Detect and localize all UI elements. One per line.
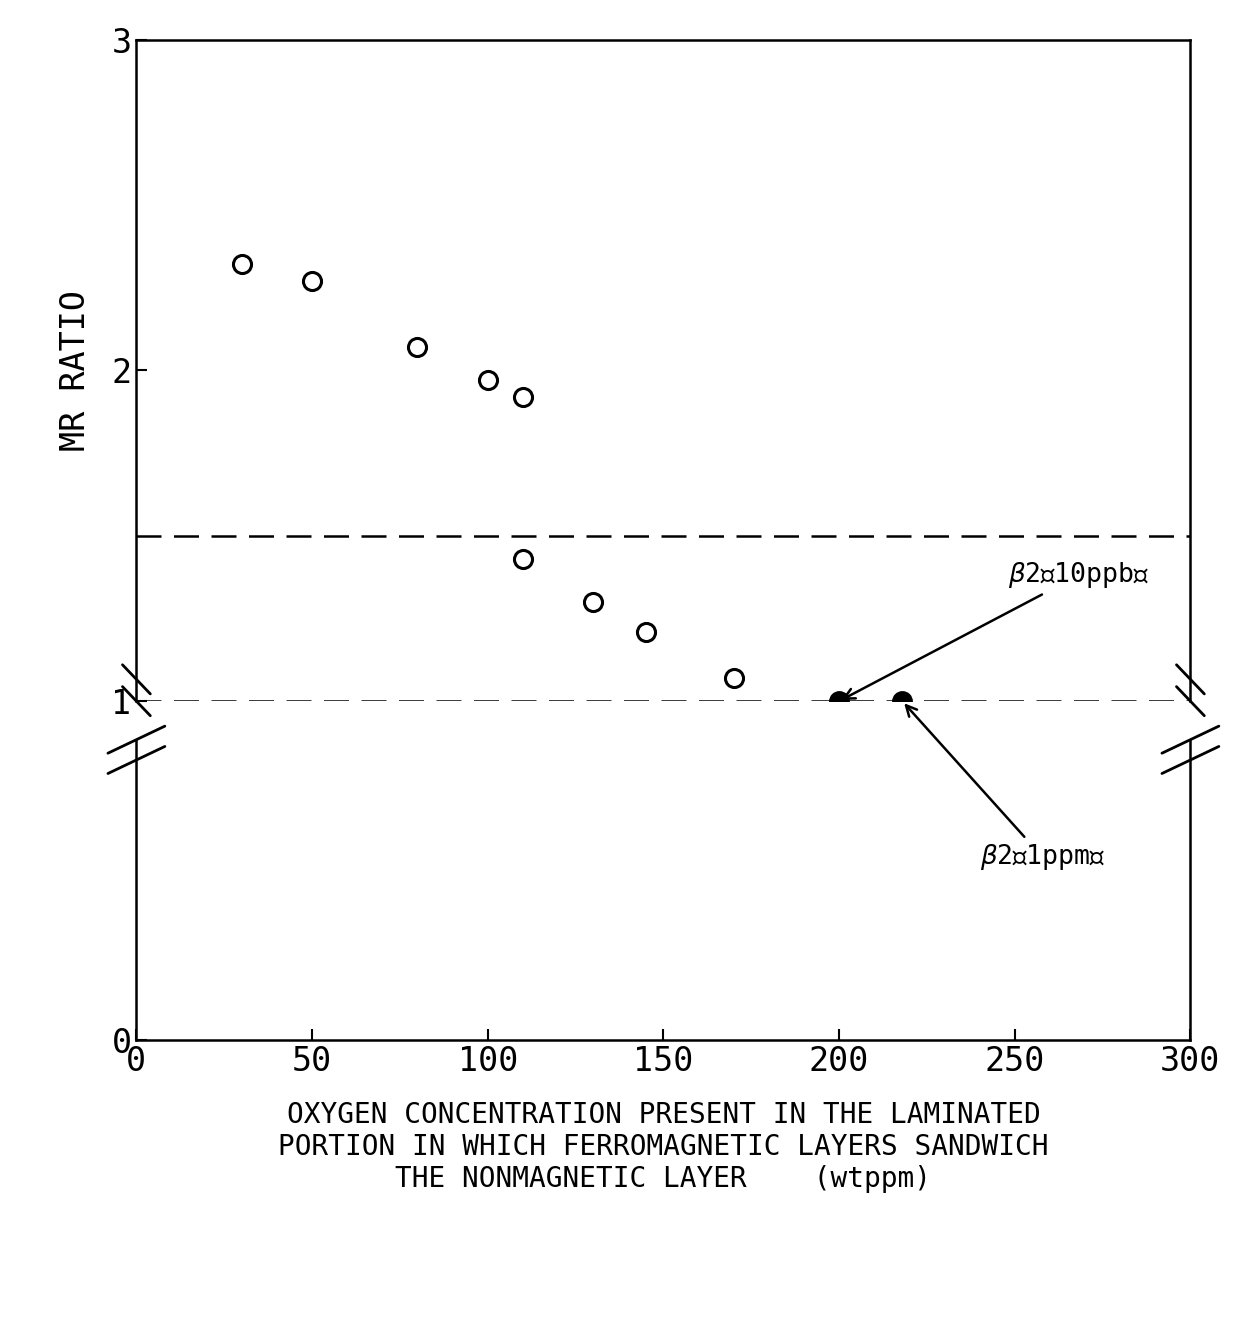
X-axis label: OXYGEN CONCENTRATION PRESENT IN THE LAMINATED
PORTION IN WHICH FERROMAGNETIC LAY: OXYGEN CONCENTRATION PRESENT IN THE LAMI… xyxy=(278,1101,1049,1193)
Y-axis label: MR RATIO: MR RATIO xyxy=(60,290,92,450)
Text: $\beta$2（10ppb）: $\beta$2（10ppb） xyxy=(844,561,1148,698)
Text: $\beta$2（1ppm）: $\beta$2（1ppm） xyxy=(906,706,1105,872)
